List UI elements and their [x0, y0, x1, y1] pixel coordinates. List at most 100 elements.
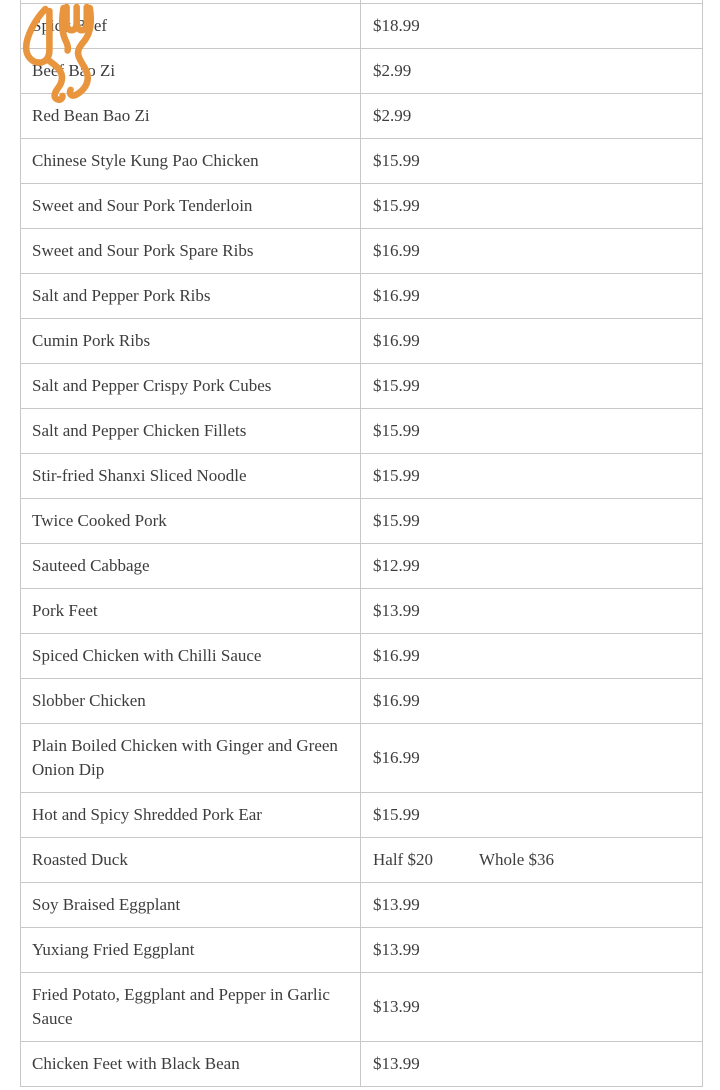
dish-name-cell: Salt and Pepper Crispy Pork Cubes: [20, 363, 361, 409]
dish-name: Hot and Spicy Shredded Pork Ear: [32, 805, 262, 824]
dish-price-cell: $15.99: [360, 498, 703, 544]
dish-price: $18.99: [373, 16, 420, 35]
dish-name: Twice Cooked Pork: [32, 511, 167, 530]
table-row: Hot and Spicy Shredded Pork Ear $15.99: [20, 792, 703, 838]
dish-name: Sweet and Sour Pork Tenderloin: [32, 196, 253, 215]
dish-name-cell: Fried Potato, Eggplant and Pepper in Gar…: [20, 972, 361, 1042]
dish-price: $15.99: [373, 421, 420, 440]
table-row: Salt and Pepper Crispy Pork Cubes $15.99: [20, 363, 703, 409]
table-row: Stir-fried Shanxi Sliced Noodle $15.99: [20, 453, 703, 499]
dish-name: Chinese Style Kung Pao Chicken: [32, 151, 259, 170]
dish-name: Spiced Chicken with Chilli Sauce: [32, 646, 262, 665]
dish-price: $13.99: [373, 1054, 420, 1073]
table-row: Beef Bao Zi $2.99: [20, 48, 703, 94]
dish-price-cell: $16.99: [360, 723, 703, 793]
dish-name: Sweet and Sour Pork Spare Ribs: [32, 241, 254, 260]
dish-price: $2.99: [373, 61, 412, 80]
dish-price-cell: $16.99: [360, 273, 703, 319]
dish-name: Beef Bao Zi: [32, 61, 116, 80]
dish-price-cell: $13.99: [360, 882, 703, 928]
dish-price-cell: $16.99: [360, 318, 703, 364]
dish-price: $16.99: [373, 646, 420, 665]
dish-price-cell: $13.99: [360, 1041, 703, 1087]
table-row: Red Bean Bao Zi $2.99: [20, 93, 703, 139]
dish-name-cell: Sweet and Sour Pork Spare Ribs: [20, 228, 361, 274]
table-row: Pork Feet $13.99: [20, 588, 703, 634]
dish-name-cell: Hot and Spicy Shredded Pork Ear: [20, 792, 361, 838]
table-row: Soy Braised Eggplant $13.99: [20, 882, 703, 928]
dish-name-cell: Slobber Chicken: [20, 678, 361, 724]
dish-price: $15.99: [373, 151, 420, 170]
dish-name-cell: Chicken Feet with Black Bean: [20, 1041, 361, 1087]
dish-price-cell: $13.99: [360, 972, 703, 1042]
dish-price-cell: $2.99: [360, 48, 703, 94]
dish-price-cell: $16.99: [360, 228, 703, 274]
table-row: Slobber Chicken $16.99: [20, 678, 703, 724]
dish-name-cell: Twice Cooked Pork: [20, 498, 361, 544]
dish-name-cell: Salt and Pepper Pork Ribs: [20, 273, 361, 319]
table-row: Chicken Feet with Black Bean $13.99: [20, 1041, 703, 1087]
table-row: Sweet and Sour Pork Tenderloin $15.99: [20, 183, 703, 229]
dish-name-cell: Chinese Style Kung Pao Chicken: [20, 138, 361, 184]
dish-price-cell: $15.99: [360, 363, 703, 409]
dish-name: Cumin Pork Ribs: [32, 331, 151, 350]
table-row: Sauteed Cabbage $12.99: [20, 543, 703, 589]
dish-price-cell: $13.99: [360, 588, 703, 634]
table-row: Yuxiang Fried Eggplant $13.99: [20, 927, 703, 973]
dish-price: $13.99: [373, 940, 420, 959]
dish-name: Slobber Chicken: [32, 691, 146, 710]
dish-price: $13.99: [373, 895, 420, 914]
dish-name-cell: Stir-fried Shanxi Sliced Noodle: [20, 453, 361, 499]
dish-name-cell: Roasted Duck: [20, 837, 361, 883]
dish-name-cell: Pork Feet: [20, 588, 361, 634]
dish-price: $15.99: [373, 805, 420, 824]
dish-name-cell: Soy Braised Eggplant: [20, 882, 361, 928]
dish-price-cell: $15.99: [360, 792, 703, 838]
dish-price-cell: $16.99: [360, 678, 703, 724]
dish-name-cell: Spicy Beef: [20, 3, 361, 49]
dish-price: $13.99: [373, 997, 420, 1016]
dish-price-cell: $15.99: [360, 183, 703, 229]
dish-name: Salt and Pepper Pork Ribs: [32, 286, 211, 305]
dish-price: $16.99: [373, 691, 420, 710]
menu-table: Spicy Beef $18.99 Beef Bao Zi $2.99 Red Bean…: [20, 0, 703, 1087]
dish-price: $15.99: [373, 466, 420, 485]
dish-name: Chicken Feet with Black Bean: [32, 1054, 240, 1073]
table-row: Cumin Pork Ribs $16.99: [20, 318, 703, 364]
dish-name: Spicy Beef: [32, 16, 108, 35]
dish-name: Salt and Pepper Crispy Pork Cubes: [32, 376, 272, 395]
dish-name-cell: Sauteed Cabbage: [20, 543, 361, 589]
dish-price: $15.99: [373, 196, 420, 215]
dish-price-cell: $15.99: [360, 138, 703, 184]
dish-name: Roasted Duck: [32, 850, 128, 869]
dish-name-cell: Salt and Pepper Chicken Fillets: [20, 408, 361, 454]
dish-price: $16.99: [373, 286, 420, 305]
dish-price: $15.99: [373, 376, 420, 395]
dish-price-cell: $2.99: [360, 93, 703, 139]
dish-name-cell: Spiced Chicken with Chilli Sauce: [20, 633, 361, 679]
dish-name-cell: Sweet and Sour Pork Tenderloin: [20, 183, 361, 229]
dish-price: $15.99: [373, 511, 420, 530]
table-row: Chinese Style Kung Pao Chicken $15.99: [20, 138, 703, 184]
dish-name-cell: Beef Bao Zi: [20, 48, 361, 94]
menu-table-body: Spicy Beef $18.99 Beef Bao Zi $2.99 Red Bean…: [20, 0, 703, 1087]
table-row: Spicy Beef $18.99: [20, 3, 703, 49]
dish-price: $16.99: [373, 331, 420, 350]
dish-name: Red Bean Bao Zi: [32, 106, 150, 125]
table-row: Sweet and Sour Pork Spare Ribs $16.99: [20, 228, 703, 274]
dish-name: Fried Potato, Eggplant and Pepper in Gar…: [32, 985, 330, 1028]
dish-name: Yuxiang Fried Eggplant: [32, 940, 195, 959]
dish-name: Soy Braised Eggplant: [32, 895, 181, 914]
dish-price: $16.99: [373, 241, 420, 260]
dish-name: Salt and Pepper Chicken Fillets: [32, 421, 247, 440]
dish-price-cell: $18.99: [360, 3, 703, 49]
table-row: Salt and Pepper Pork Ribs $16.99: [20, 273, 703, 319]
table-row: Twice Cooked Pork $15.99: [20, 498, 703, 544]
dish-name-cell: Plain Boiled Chicken with Ginger and Gre…: [20, 723, 361, 793]
dish-price-cell: $13.99: [360, 927, 703, 973]
table-row: Spiced Chicken with Chilli Sauce $16.99: [20, 633, 703, 679]
dish-name-cell: Cumin Pork Ribs: [20, 318, 361, 364]
dish-price: Half $20: [373, 850, 433, 869]
dish-name: Pork Feet: [32, 601, 98, 620]
